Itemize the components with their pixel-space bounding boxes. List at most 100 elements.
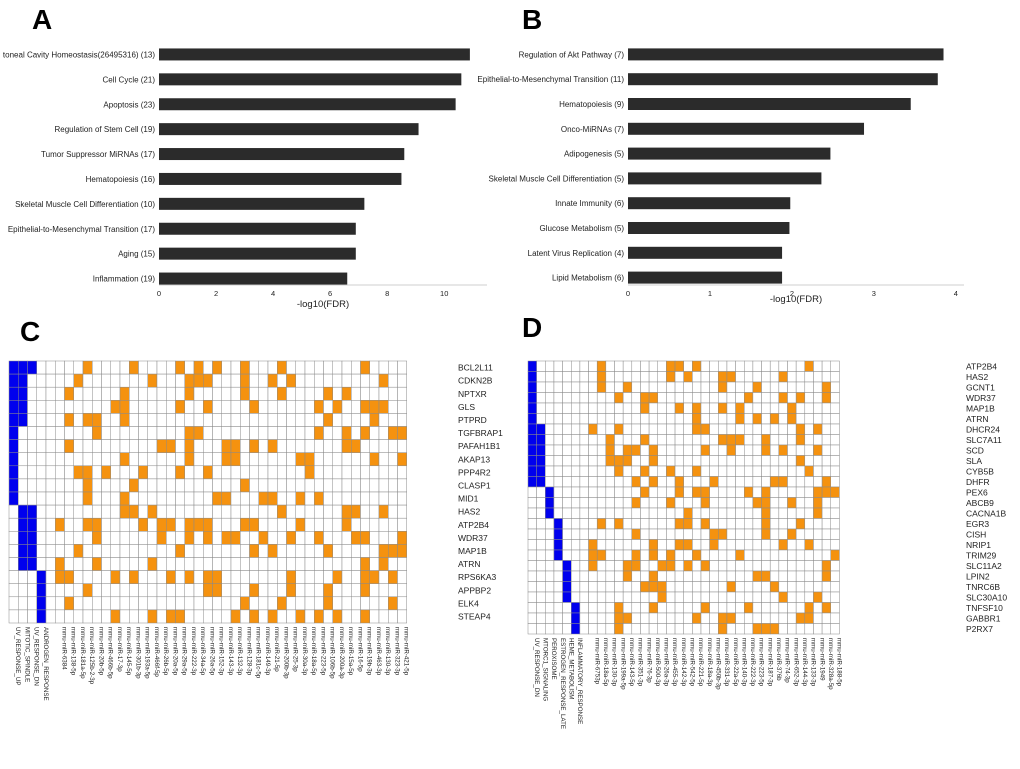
heatmap-d-cell-10-13 bbox=[640, 465, 650, 477]
heatmap-c-cell-6-3 bbox=[36, 439, 47, 453]
heatmap-d-cell-12-16 bbox=[666, 486, 676, 498]
heatmap-c-cell-7-16 bbox=[156, 452, 167, 467]
heatmap-d-cell-4-20 bbox=[700, 402, 710, 414]
heatmap-d-cell-19-9 bbox=[605, 560, 615, 572]
heatmap-c-cell-18-2 bbox=[27, 596, 37, 611]
heatmap-d-cell-20-1 bbox=[536, 570, 546, 582]
heatmap-d-cell-19-24 bbox=[735, 560, 745, 572]
heatmap-d-cell-9-32 bbox=[804, 455, 814, 467]
heatmap-d-cell-17-15 bbox=[657, 539, 667, 551]
heatmap-d-cell-23-34 bbox=[821, 602, 831, 614]
heatmap-d-cell-7-1 bbox=[536, 434, 546, 446]
heatmap-c-cell-6-38 bbox=[360, 439, 370, 453]
heatmap-d-cell-8-6 bbox=[579, 444, 589, 456]
heatmap-c-cell-7-36 bbox=[341, 452, 352, 467]
heatmap-d-cell-22-13 bbox=[640, 591, 650, 603]
heatmap-c-cell-19-33 bbox=[314, 609, 324, 624]
heatmap-c-cell-0-28 bbox=[267, 360, 278, 375]
heatmap-c-cell-3-25 bbox=[240, 400, 250, 414]
heatmap-c-cell-3-20 bbox=[193, 400, 204, 414]
heatmap-c-cell-4-29 bbox=[277, 413, 287, 427]
heatmap-c-cell-15-32 bbox=[304, 557, 315, 571]
heatmap-d-cell-21-18 bbox=[683, 581, 693, 593]
heatmap-c-cell-4-1 bbox=[18, 413, 28, 427]
heatmap-d-cell-15-22 bbox=[718, 518, 728, 530]
heatmap-d-cell-6-3 bbox=[553, 423, 563, 435]
heatmap-d-cell-18-7 bbox=[588, 549, 598, 561]
heatmap-d-cell-12-11 bbox=[622, 486, 633, 498]
heatmap-d-cell-1-18 bbox=[683, 371, 693, 383]
heatmap-d-cell-21-28 bbox=[769, 581, 780, 593]
chart-b-bar-8 bbox=[628, 246, 783, 259]
heatmap-c-cell-2-32 bbox=[304, 386, 315, 401]
heatmap-c-cell-12-36 bbox=[341, 517, 352, 532]
heatmap-c-cell-18-11 bbox=[110, 596, 121, 611]
heatmap-d-cell-16-0 bbox=[527, 528, 537, 540]
heatmap-c-cell-13-18 bbox=[175, 531, 185, 545]
heatmap-c-cell-19-15 bbox=[147, 609, 158, 624]
heatmap-c-cell-7-20 bbox=[193, 452, 204, 467]
heatmap-d-cell-7-31 bbox=[795, 434, 806, 446]
heatmap-d-cell-3-2 bbox=[545, 392, 555, 404]
heatmap-d-cell-2-22 bbox=[718, 381, 728, 393]
heatmap-d-cell-10-30 bbox=[787, 465, 797, 477]
heatmap-c-cell-6-26 bbox=[249, 439, 259, 453]
heatmap-c-cell-11-20 bbox=[193, 504, 204, 519]
heatmap-d-cell-14-18 bbox=[683, 507, 693, 519]
heatmap-d-cell-4-0 bbox=[527, 402, 537, 414]
heatmap-d-row-label-24: GABBR1 bbox=[966, 613, 1001, 623]
heatmap-d-cell-25-22 bbox=[718, 623, 728, 635]
heatmap-d-cell-8-3 bbox=[553, 444, 563, 456]
heatmap-d-cell-19-13 bbox=[640, 560, 650, 572]
heatmap-c-cell-11-28 bbox=[267, 504, 278, 519]
heatmap-c-cell-10-32 bbox=[304, 491, 315, 506]
heatmap-d-cell-10-9 bbox=[605, 465, 615, 477]
heatmap-c-cell-10-19 bbox=[184, 491, 195, 506]
heatmap-c-cell-17-35 bbox=[332, 583, 343, 598]
heatmap-d-cell-20-21 bbox=[709, 570, 719, 582]
heatmap-c-mirna-col-label-33: mmu-miR-19b-3p bbox=[366, 627, 373, 676]
heatmap-d-mirna-col-label-26: mmu-miR-1949 bbox=[818, 638, 825, 681]
heatmap-c-cell-15-19 bbox=[184, 557, 195, 571]
heatmap-d-cell-24-19 bbox=[692, 612, 702, 624]
heatmap-c-cell-19-29 bbox=[277, 609, 287, 624]
heatmap-c-cell-8-4 bbox=[45, 465, 56, 480]
heatmap-d-cell-4-34 bbox=[821, 402, 831, 414]
heatmap-d-cell-20-7 bbox=[588, 570, 598, 582]
heatmap-d-cell-6-32 bbox=[804, 423, 814, 435]
heatmap-d-cell-16-27 bbox=[761, 528, 771, 540]
heatmap-d-cell-1-25 bbox=[744, 371, 754, 383]
heatmap-c-cell-14-28 bbox=[267, 544, 278, 558]
heatmap-d-cell-9-23 bbox=[726, 455, 736, 467]
heatmap-d-cell-7-29 bbox=[778, 434, 788, 446]
heatmap-c-cell-1-1 bbox=[18, 373, 28, 388]
chart-b-category-label-3: Onco-MiRNAs (7) bbox=[561, 125, 624, 134]
heatmap-d-row-label-17: NRIP1 bbox=[966, 540, 991, 550]
heatmap-d-cell-12-31 bbox=[795, 486, 806, 498]
heatmap-c-cell-0-22 bbox=[212, 360, 222, 375]
heatmap-c-cell-18-35 bbox=[332, 596, 343, 611]
heatmap-d-cell-4-14 bbox=[648, 402, 658, 414]
heatmap-c-cell-18-30 bbox=[286, 596, 296, 611]
heatmap-d-cell-12-26 bbox=[752, 486, 762, 498]
chart-b-bar-6 bbox=[628, 197, 791, 210]
heatmap-c-cell-8-11 bbox=[110, 465, 121, 480]
heatmap-d-cell-15-19 bbox=[692, 518, 702, 530]
heatmap-d-cell-14-2 bbox=[545, 507, 555, 519]
heatmap-c-cell-19-9 bbox=[92, 609, 102, 624]
heatmap-c-cell-18-28 bbox=[267, 596, 278, 611]
heatmap-c-cell-19-38 bbox=[360, 609, 370, 624]
heatmap-c-cell-13-10 bbox=[101, 531, 111, 545]
heatmap-c-cell-14-31 bbox=[295, 544, 306, 558]
heatmap-c-cell-5-38 bbox=[360, 426, 370, 440]
heatmap-c-cell-3-10 bbox=[101, 400, 111, 414]
heatmap-d-cell-13-33 bbox=[813, 497, 823, 509]
heatmap-d-cell-2-33 bbox=[813, 381, 823, 393]
heatmap-d-cell-5-20 bbox=[700, 413, 710, 425]
heatmap-d-cell-2-28 bbox=[769, 381, 780, 393]
heatmap-d-cell-19-27 bbox=[761, 560, 771, 572]
heatmap-d-cell-21-30 bbox=[787, 581, 797, 593]
heatmap-d-cell-25-20 bbox=[700, 623, 710, 635]
heatmap-c-cell-9-4 bbox=[45, 478, 56, 493]
heatmap-c-cell-11-25 bbox=[240, 504, 250, 519]
